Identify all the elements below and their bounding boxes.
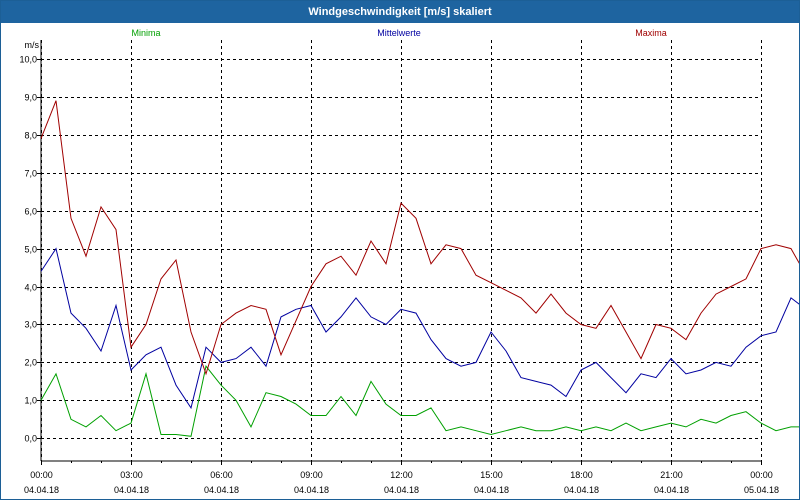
y-tick-label: 2,0 [24,358,37,368]
x-tick-time: 00:00 [30,470,53,480]
x-tick-date: 04.04.18 [114,485,149,495]
y-axis-unit: m/s [25,40,40,50]
y-tick-label: 10,0 [19,55,37,65]
y-tick-label: 3,0 [24,320,37,330]
y-tick-label: 8,0 [24,131,37,141]
y-tick-label: 5,0 [24,245,37,255]
x-tick-time: 09:00 [300,470,323,480]
legend-minima: Minima [131,28,160,38]
axes [37,40,762,465]
x-tick-date: 04.04.18 [294,485,329,495]
grid [41,40,762,461]
x-tick-date: 05.04.18 [744,485,779,495]
x-tick-date: 04.04.18 [564,485,599,495]
tick-labels: 0,0 1,0 2,0 3,0 4,0 5,0 6,0 7,0 8,0 9,0 10,0 00:00 0… [19,55,779,496]
x-tick-date: 04.04.18 [384,485,419,495]
window-title: Windgeschwindigkeit [m/s] skaliert [1,1,799,23]
y-tick-label: 1,0 [24,396,37,406]
wind-speed-chart: Minima Mittelwerte Maxima m/s 0,0 1,0 2,0 3… [19,28,799,496]
x-tick-date: 04.04.18 [474,485,509,495]
x-tick-time: 18:00 [570,470,593,480]
x-tick-date: 04.04.18 [654,485,689,495]
y-tick-label: 9,0 [24,93,37,103]
series-maxima [40,100,799,376]
series-mittelwerte [40,247,799,410]
x-tick-time: 06:00 [210,470,233,480]
x-tick-date: 04.04.18 [24,485,59,495]
series-lines [40,100,799,437]
x-tick-time: 15:00 [480,470,503,480]
x-tick-time: 21:00 [660,470,683,480]
x-tick-date: 04.04.18 [204,485,239,495]
x-tick-time: 00:00 [750,470,773,480]
x-tick-time: 03:00 [120,470,143,480]
y-tick-label: 6,0 [24,207,37,217]
legend-mittelwerte: Mittelwerte [377,28,421,38]
y-tick-label: 4,0 [24,283,37,293]
series-minima [40,365,799,437]
y-tick-label: 0,0 [24,434,37,444]
x-tick-time: 12:00 [390,470,413,480]
y-tick-label: 7,0 [24,169,37,179]
legend-maxima: Maxima [635,28,667,38]
